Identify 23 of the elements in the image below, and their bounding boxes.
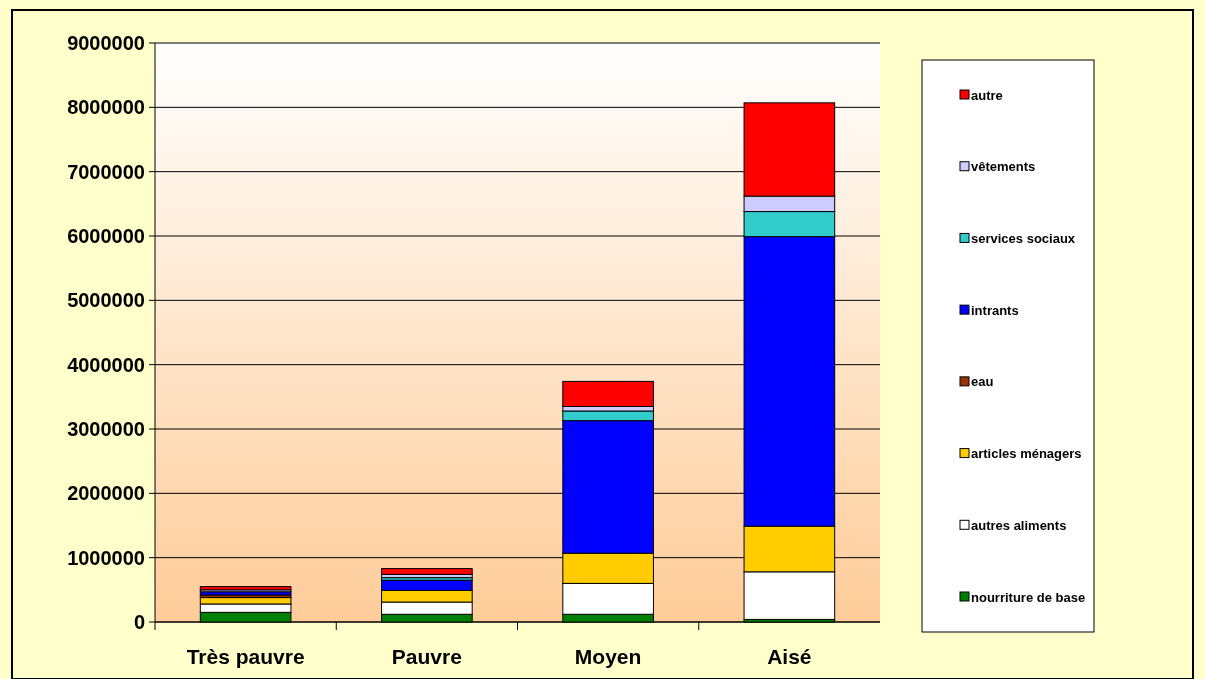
y-tick-label: 3000000 — [67, 418, 145, 440]
y-tick-label: 5000000 — [67, 289, 145, 312]
x-tick-label: Aisé — [767, 645, 812, 668]
bar — [381, 568, 473, 575]
legend-label: autre — [971, 87, 1003, 103]
y-tick-label: 8000000 — [67, 96, 145, 119]
y-tick-label: 1000000 — [67, 546, 145, 569]
x-tick-label: Pauvre — [391, 645, 462, 668]
x-tick-label: Très pauvre — [186, 645, 305, 668]
y-tick-label: 6000000 — [67, 225, 145, 247]
legend-label: intrants — [971, 302, 1019, 318]
legend-label: services sociaux — [971, 230, 1076, 246]
legend-label: articles ménagers — [971, 446, 1082, 462]
y-tick-label: 2000000 — [67, 482, 145, 505]
legend-label: eau — [971, 374, 994, 390]
legend-label: vêtements — [971, 159, 1036, 175]
y-tick-label: 7000000 — [67, 160, 145, 183]
y-tick-label: 9000000 — [67, 32, 145, 54]
legend-label: autres aliments — [971, 517, 1067, 533]
y-tick-label: 0 — [133, 611, 145, 633]
y-tick-label: 4000000 — [67, 353, 145, 376]
legend-label: nourriture de base — [971, 589, 1086, 605]
x-tick-label: Moyen — [574, 645, 642, 668]
